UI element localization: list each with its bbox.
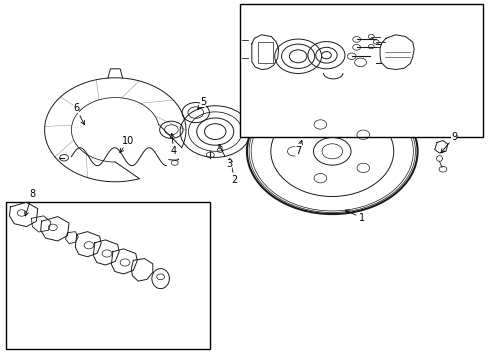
- Text: 9: 9: [440, 132, 456, 153]
- Text: 8: 8: [24, 189, 35, 216]
- Text: 6: 6: [73, 103, 84, 125]
- Bar: [239, 4, 483, 137]
- Bar: [258, 42, 272, 63]
- Text: 7: 7: [294, 140, 302, 156]
- Text: 2: 2: [228, 158, 237, 185]
- Text: 1: 1: [345, 210, 364, 222]
- Text: 5: 5: [198, 97, 206, 109]
- Bar: [5, 202, 210, 348]
- Text: 3: 3: [219, 145, 231, 169]
- Text: 10: 10: [120, 136, 134, 153]
- Text: 4: 4: [170, 134, 177, 156]
